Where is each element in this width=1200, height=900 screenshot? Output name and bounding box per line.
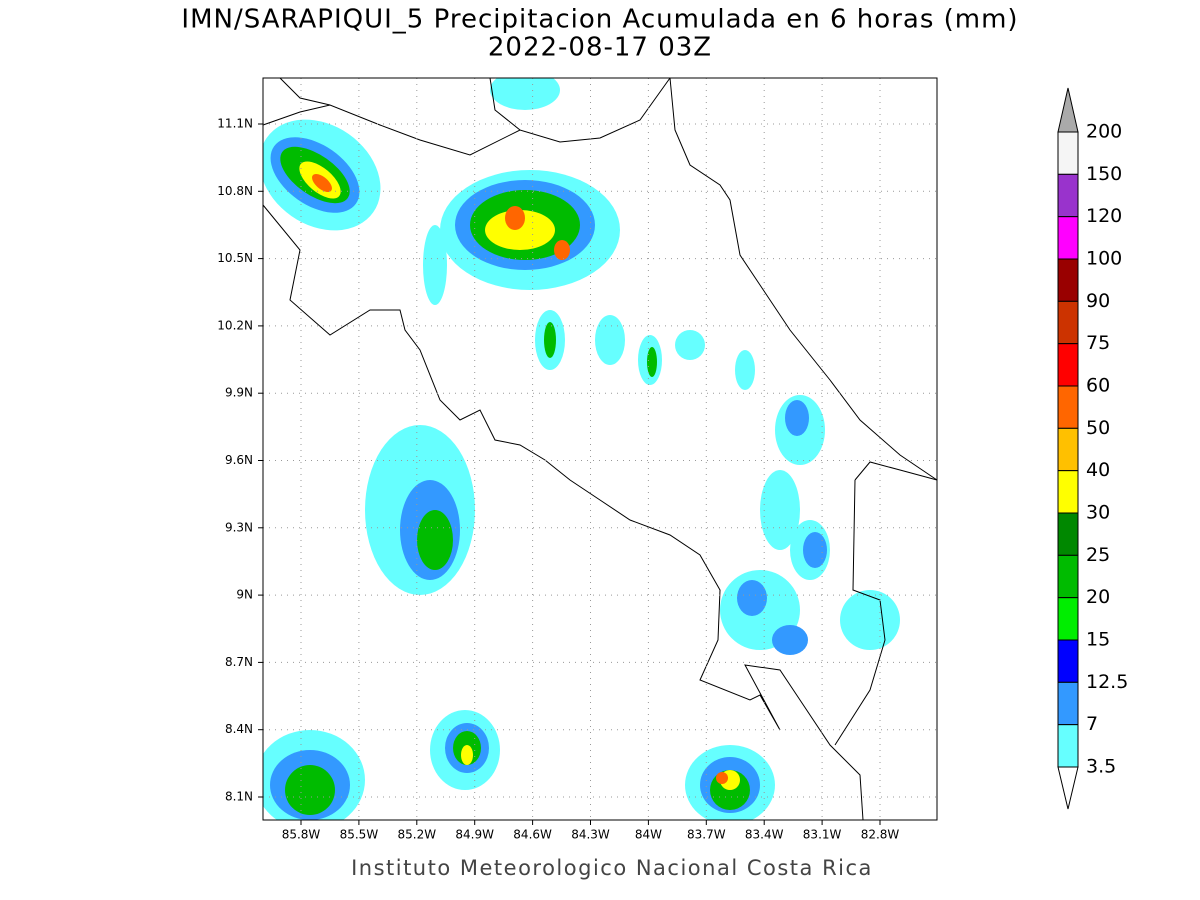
lon-label: 85.8W [282, 828, 321, 842]
title: IMN/SARAPIQUI_5 Precipitacion Acumulada … [181, 5, 1018, 35]
colorbar-label: 200 [1086, 121, 1122, 143]
lat-label: 9.9N [225, 386, 253, 400]
coastlines [262, 77, 938, 821]
colorbar-segment [1057, 724, 1079, 768]
colorbar-label: 120 [1086, 205, 1122, 227]
lon-label: 84W [635, 828, 662, 842]
colorbar-segment [1057, 300, 1079, 345]
colorbar-segment [1057, 173, 1079, 218]
colorbar-segment [1057, 343, 1079, 387]
lat-label: 9.6N [225, 453, 253, 467]
colorbar-segment [1057, 554, 1079, 599]
colorbar-label: 60 [1086, 375, 1110, 397]
colorbar-segment [1057, 385, 1079, 429]
colorbar-label: 150 [1086, 163, 1122, 185]
colorbar-label: 15 [1086, 629, 1110, 651]
colorbar-label: 40 [1086, 459, 1110, 481]
lon-label: 83.7W [687, 828, 726, 842]
colorbar-segment [1057, 258, 1079, 302]
lat-label: 10.8N [217, 184, 253, 198]
colorbar-segment [1057, 427, 1079, 472]
colorbar-segment [1057, 216, 1079, 260]
colorbar-segment [1057, 597, 1079, 641]
lat-label: 11.1N [217, 117, 253, 131]
colorbar-label: 3.5 [1086, 756, 1116, 778]
colorbar-label: 25 [1086, 544, 1110, 566]
colorbar-label: 90 [1086, 290, 1110, 312]
colorbar-segment [1057, 681, 1079, 726]
colorbar-segment [1057, 470, 1079, 514]
lon-label: 84.9W [455, 828, 494, 842]
lon-label: 85.5W [340, 828, 379, 842]
colorbar-label: 50 [1086, 417, 1110, 439]
precip-field [263, 78, 900, 820]
colorbar-label: 12.5 [1086, 671, 1128, 693]
lon-label: 83.4W [745, 828, 784, 842]
lat-label: 10.2N [217, 318, 253, 332]
lon-label: 83.1W [803, 828, 842, 842]
lat-label: 8.4N [225, 722, 253, 736]
colorbar-label: 100 [1086, 248, 1122, 270]
lon-label: 84.3W [571, 828, 610, 842]
colorbar-label: 30 [1086, 502, 1110, 524]
colorbar-over [1057, 87, 1079, 133]
lat-label: 8.7N [225, 655, 253, 669]
lat-label: 10.5N [217, 251, 253, 265]
map-frame [262, 77, 938, 821]
colorbar-segment [1057, 131, 1079, 175]
lat-label: 9N [236, 588, 253, 602]
footer: Instituto Meteorologico Nacional Costa R… [351, 856, 873, 880]
lon-label: 82.8W [861, 828, 900, 842]
colorbar-label: 7 [1086, 713, 1098, 735]
lon-label: 84.6W [513, 828, 552, 842]
colorbar-segment [1057, 639, 1079, 683]
colorbar-label: 20 [1086, 586, 1110, 608]
lat-label: 9.3N [225, 520, 253, 534]
lon-label: 85.2W [398, 828, 437, 842]
colorbar-label: 75 [1086, 332, 1110, 354]
lat-label: 8.1N [225, 790, 253, 804]
subtitle: 2022-08-17 03Z [488, 33, 712, 63]
colorbar-segment [1057, 512, 1079, 556]
colorbar-under [1057, 766, 1079, 810]
